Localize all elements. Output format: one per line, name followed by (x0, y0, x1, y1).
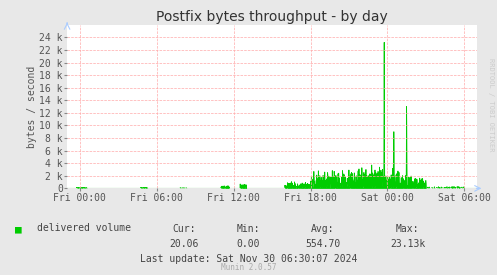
Text: 20.06: 20.06 (169, 239, 199, 249)
Title: Postfix bytes throughput - by day: Postfix bytes throughput - by day (156, 10, 388, 24)
Text: Avg:: Avg: (311, 224, 335, 234)
Text: Min:: Min: (237, 224, 260, 234)
Text: 23.13k: 23.13k (390, 239, 425, 249)
Text: Munin 2.0.57: Munin 2.0.57 (221, 263, 276, 272)
Text: Last update: Sat Nov 30 06:30:07 2024: Last update: Sat Nov 30 06:30:07 2024 (140, 254, 357, 264)
Text: Max:: Max: (396, 224, 419, 234)
Text: Cur:: Cur: (172, 224, 196, 234)
Text: ■: ■ (15, 224, 22, 234)
Y-axis label: bytes / second: bytes / second (27, 65, 37, 148)
Text: 0.00: 0.00 (237, 239, 260, 249)
Text: 554.70: 554.70 (306, 239, 340, 249)
Text: RRDTOOL / TOBI OETIKER: RRDTOOL / TOBI OETIKER (488, 58, 494, 151)
Text: delivered volume: delivered volume (37, 223, 131, 233)
